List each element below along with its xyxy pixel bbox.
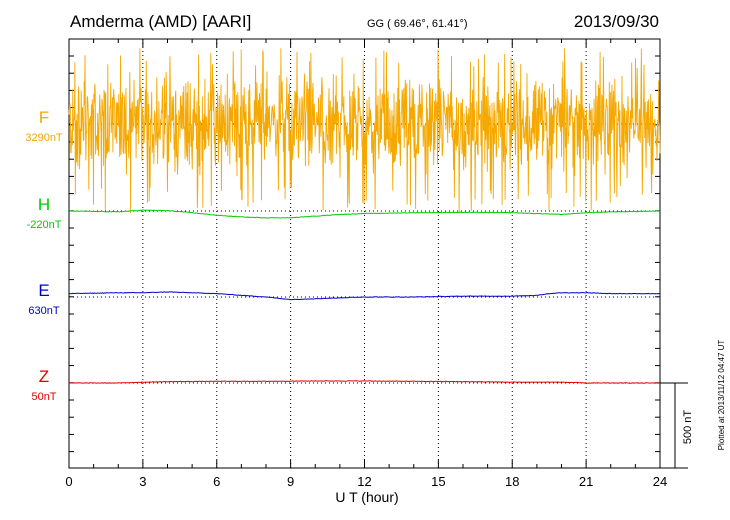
- series-z-label: Z: [39, 367, 49, 386]
- axis-ticks: [68, 39, 661, 468]
- x-tick-label: 6: [213, 474, 220, 489]
- x-axis-label: U T (hour): [335, 489, 398, 505]
- channel-labels: F 3290nT H -220nT E 630nT Z 50nT: [25, 108, 63, 403]
- x-tick-label: 15: [431, 474, 445, 489]
- station-coords: GG ( 69.46°, 61.41°): [367, 18, 468, 30]
- x-tick-label: 21: [579, 474, 593, 489]
- chart-title: Amderma (AMD) [AARI]: [70, 12, 251, 31]
- x-tick-label: 24: [653, 474, 667, 489]
- series-e-line: [69, 291, 661, 301]
- series-h-label: H: [38, 195, 50, 214]
- x-tick-label: 3: [139, 474, 146, 489]
- series-f-label: F: [39, 108, 49, 127]
- traces: [68, 48, 661, 384]
- series-h-line: [69, 209, 661, 219]
- chart-date: 2013/09/30: [574, 12, 659, 31]
- x-tick-label: 12: [357, 474, 371, 489]
- x-tick-label: 9: [287, 474, 294, 489]
- series-f-line: [68, 48, 661, 214]
- scale-bar: 500 nT: [660, 382, 694, 469]
- x-tick-label: 0: [65, 474, 72, 489]
- series-z-line: [68, 380, 661, 384]
- series-h-baseline: -220nT: [27, 219, 62, 231]
- x-tick-label: 18: [505, 474, 519, 489]
- series-e-baseline: 630nT: [28, 305, 59, 317]
- scale-bar-label: 500 nT: [682, 410, 694, 445]
- series-e-label: E: [38, 281, 49, 300]
- plotted-timestamp: Plotted at 2013/11/12 04:47 UT: [717, 340, 726, 451]
- series-f-baseline: 3290nT: [25, 132, 63, 144]
- x-tick-labels: 0 3 6 9 12 15 18 21 24: [65, 474, 667, 489]
- series-z-baseline: 50nT: [31, 391, 56, 403]
